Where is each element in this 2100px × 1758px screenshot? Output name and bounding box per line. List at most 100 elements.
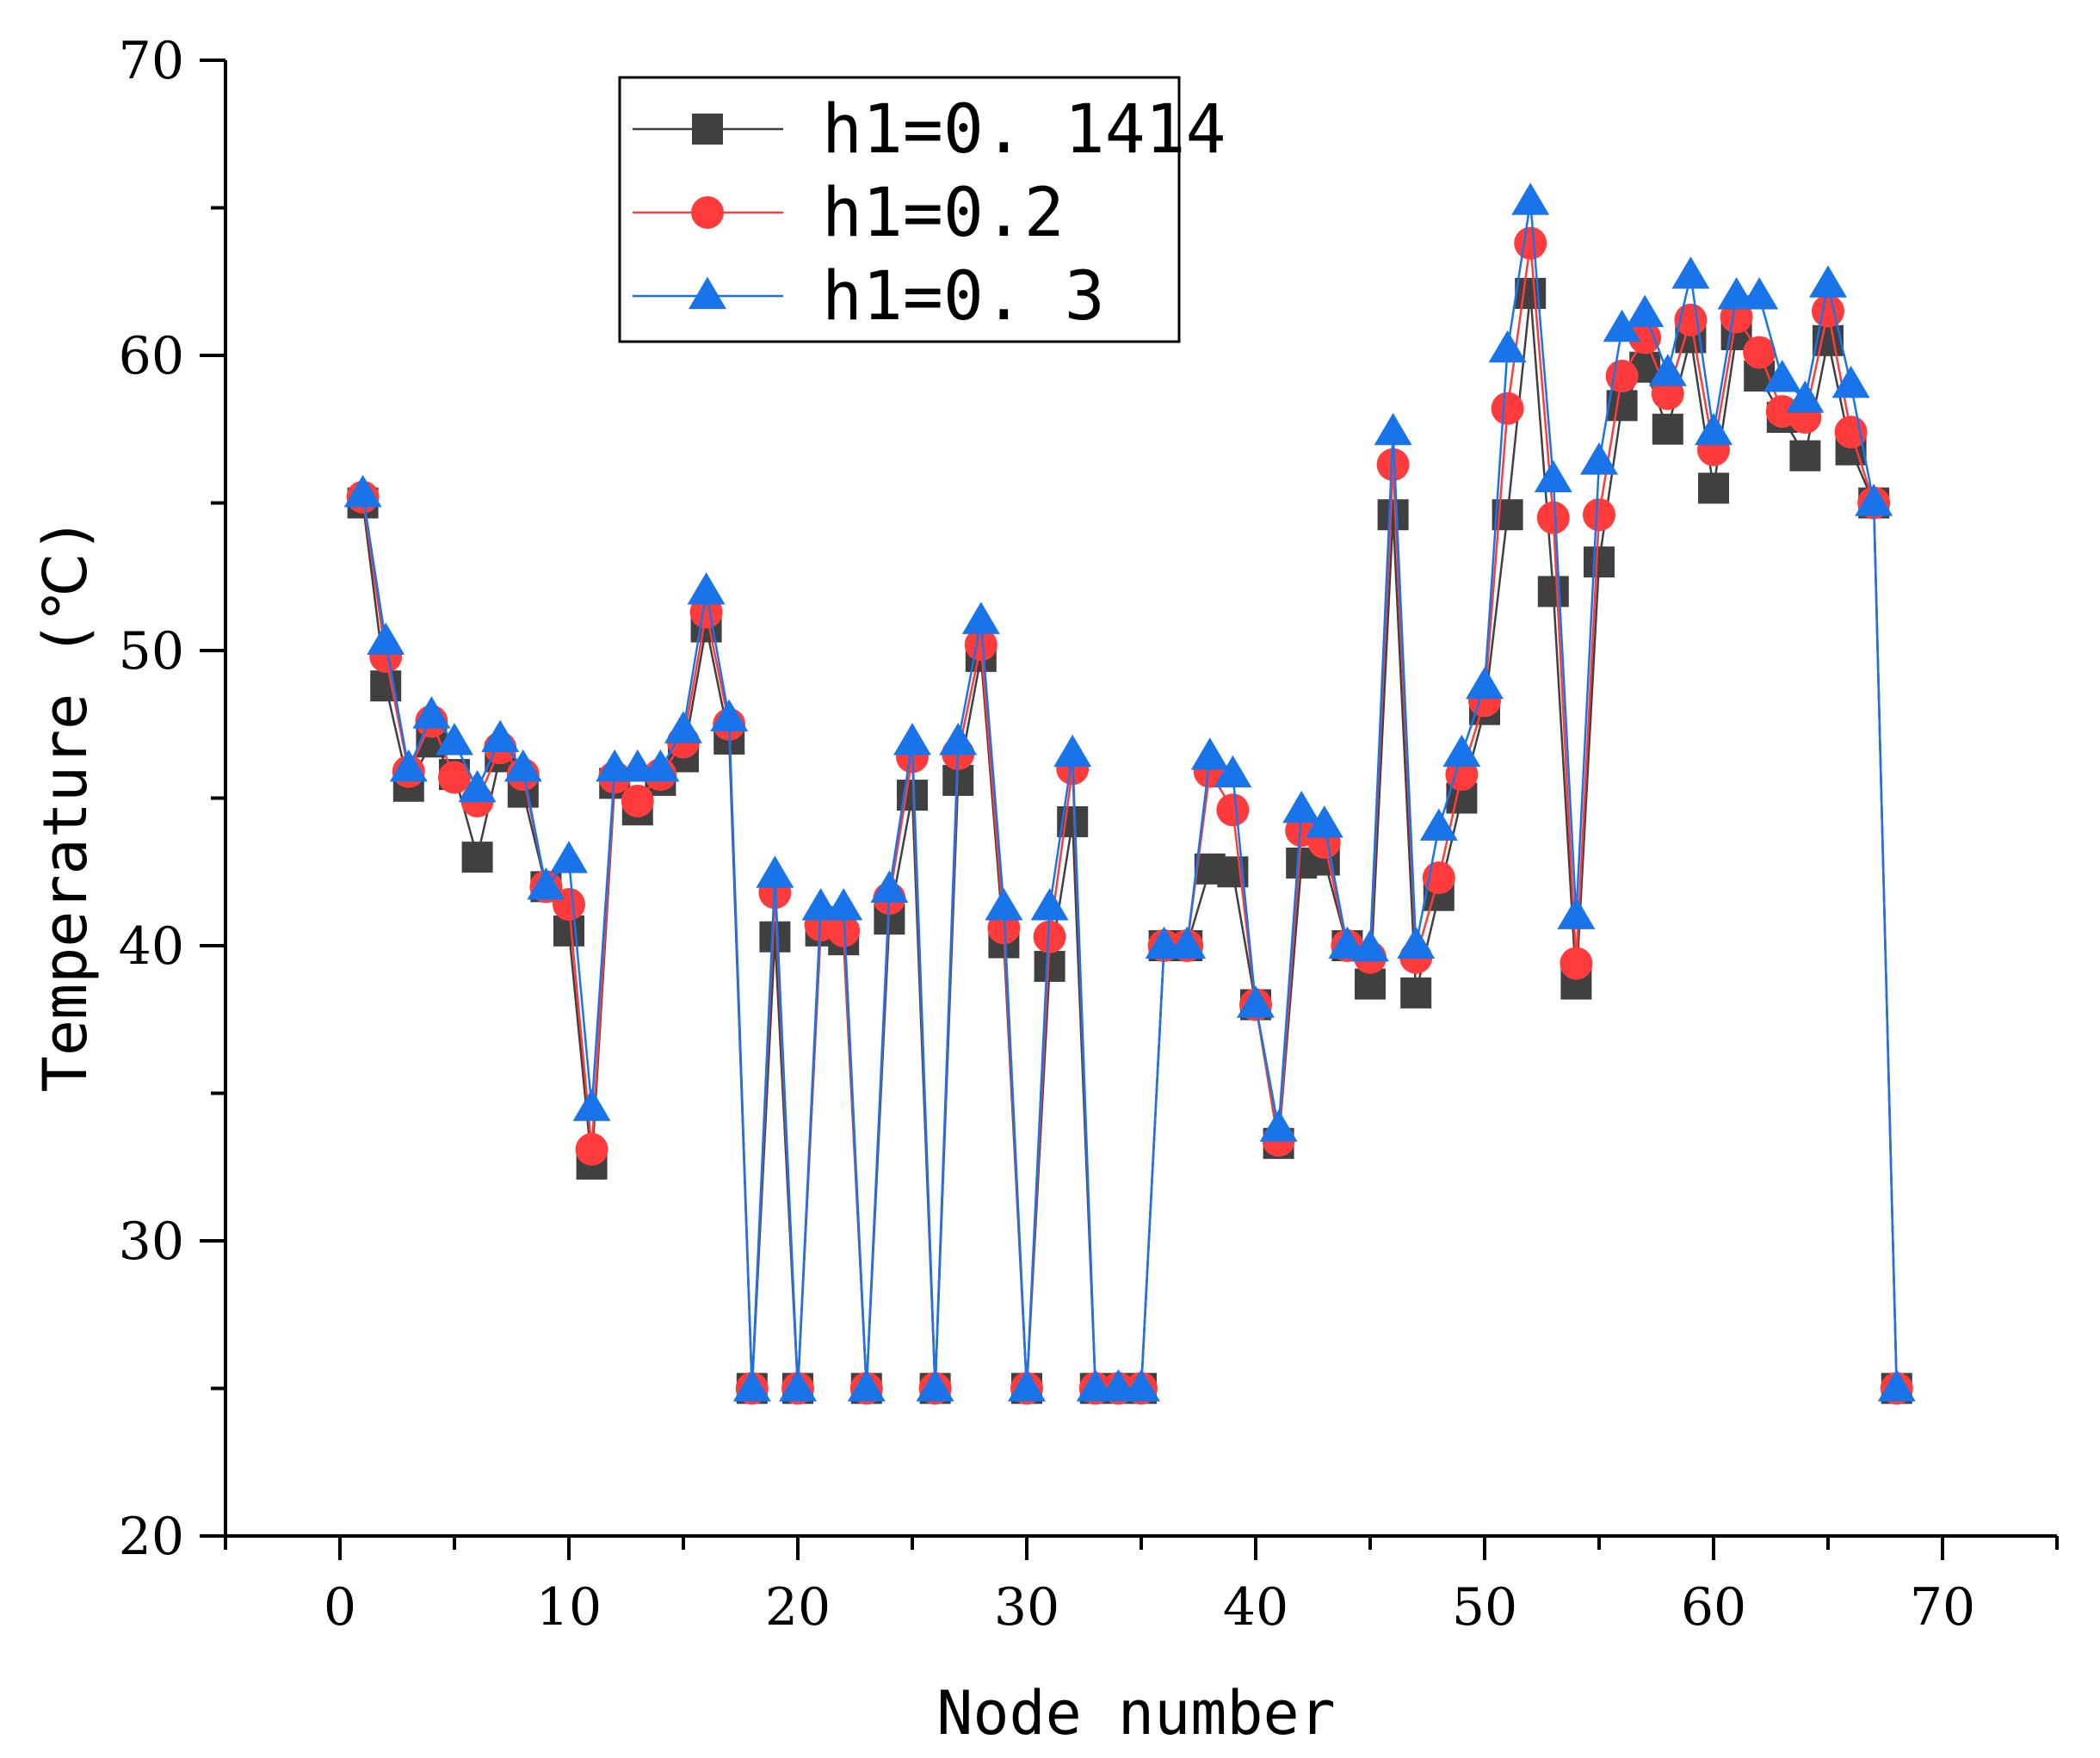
data-point xyxy=(1351,929,1389,962)
data-point xyxy=(1491,392,1524,425)
data-point xyxy=(1812,294,1844,328)
data-point xyxy=(1053,734,1092,768)
data-point xyxy=(458,769,497,803)
data-point xyxy=(1400,977,1432,1009)
data-point xyxy=(1626,294,1665,328)
series-triangle xyxy=(343,182,1916,1402)
data-point xyxy=(1122,1369,1160,1402)
data-point xyxy=(1671,256,1710,289)
x-tick-label: 50 xyxy=(1452,1577,1517,1638)
data-point xyxy=(1214,755,1252,788)
data-point xyxy=(870,870,909,903)
data-point xyxy=(1259,1109,1298,1142)
data-point xyxy=(1030,888,1069,921)
data-point xyxy=(759,921,791,953)
data-point xyxy=(435,723,473,756)
data-point xyxy=(664,711,702,743)
legend-label: h1=0. 3 xyxy=(822,258,1105,336)
x-tick-label: 40 xyxy=(1223,1577,1288,1638)
data-point xyxy=(1583,498,1615,532)
data-point xyxy=(1442,734,1481,768)
data-point xyxy=(916,1369,954,1402)
data-point xyxy=(1376,447,1410,481)
data-point xyxy=(985,888,1023,921)
data-point xyxy=(847,1369,886,1402)
data-point xyxy=(1698,472,1729,504)
data-point xyxy=(1560,947,1593,980)
data-point xyxy=(827,914,861,947)
data-point xyxy=(1537,576,1569,608)
legend-label: h1=0.2 xyxy=(822,175,1065,252)
legend-item: h1=0. 3 xyxy=(633,258,1105,336)
data-point xyxy=(1190,737,1229,770)
data-point xyxy=(1584,546,1615,578)
data-point xyxy=(1534,460,1572,493)
data-point xyxy=(572,1089,611,1121)
data-point xyxy=(527,867,565,900)
data-point xyxy=(1515,277,1547,309)
data-point xyxy=(412,696,451,729)
y-axis-title: Temperature (℃) xyxy=(30,517,101,1093)
data-point xyxy=(1789,440,1821,472)
data-point xyxy=(1216,793,1250,827)
x-tick-label: 0 xyxy=(324,1577,356,1638)
legend-item: h1=0.2 xyxy=(633,175,1065,252)
y-tick-label: 60 xyxy=(119,326,184,386)
y-tick-label: 70 xyxy=(119,31,184,91)
data-point xyxy=(1831,365,1870,398)
data-point xyxy=(1536,501,1570,534)
data-point xyxy=(779,1369,817,1402)
y-tick-label: 40 xyxy=(119,916,184,977)
data-point xyxy=(1488,330,1527,363)
x-tick-label: 30 xyxy=(994,1577,1059,1638)
data-point xyxy=(1377,499,1409,531)
data-point xyxy=(1606,390,1638,422)
data-point xyxy=(893,723,931,756)
data-point xyxy=(1652,413,1683,445)
data-point xyxy=(1740,277,1779,310)
data-point xyxy=(1374,412,1412,446)
data-point xyxy=(1695,412,1732,446)
data-point xyxy=(687,572,726,605)
data-point xyxy=(1557,897,1596,929)
data-point xyxy=(1466,666,1504,700)
series-square xyxy=(347,277,1912,1404)
data-point xyxy=(1605,360,1639,393)
data-point xyxy=(481,719,520,753)
legend-marker xyxy=(692,114,723,145)
data-point xyxy=(1168,926,1207,959)
x-tick-label: 70 xyxy=(1910,1577,1975,1638)
series-group xyxy=(343,182,1916,1405)
data-point xyxy=(1855,484,1893,516)
data-point xyxy=(641,749,680,782)
tick-labels: 0 10 20 30 40 50 60 70 20 30 40 50 60 70 xyxy=(119,31,1976,1638)
data-point xyxy=(964,628,998,662)
data-point xyxy=(939,723,978,756)
data-point xyxy=(621,784,654,817)
data-point xyxy=(367,622,405,655)
data-point xyxy=(1033,920,1066,953)
data-point xyxy=(1282,790,1321,823)
series-line xyxy=(361,293,1899,1390)
axes xyxy=(200,59,2059,1560)
data-point xyxy=(1648,354,1687,386)
data-point xyxy=(1603,309,1641,342)
data-point xyxy=(343,474,382,508)
data-point xyxy=(1008,1369,1046,1402)
data-point xyxy=(1809,265,1847,298)
data-point xyxy=(732,1369,771,1402)
legend-item: h1=0. 1414 xyxy=(633,91,1226,169)
data-point xyxy=(1397,926,1436,959)
data-point xyxy=(461,842,493,873)
data-point xyxy=(756,855,794,888)
x-axis-title: Node number xyxy=(936,1678,1336,1749)
legend-marker xyxy=(689,276,726,310)
series-circle xyxy=(346,226,1913,1405)
data-point xyxy=(710,699,749,732)
data-point xyxy=(1786,380,1825,413)
y-tick-label: 30 xyxy=(119,1212,184,1272)
data-point xyxy=(1237,985,1275,1018)
x-tick-label: 60 xyxy=(1681,1577,1746,1638)
